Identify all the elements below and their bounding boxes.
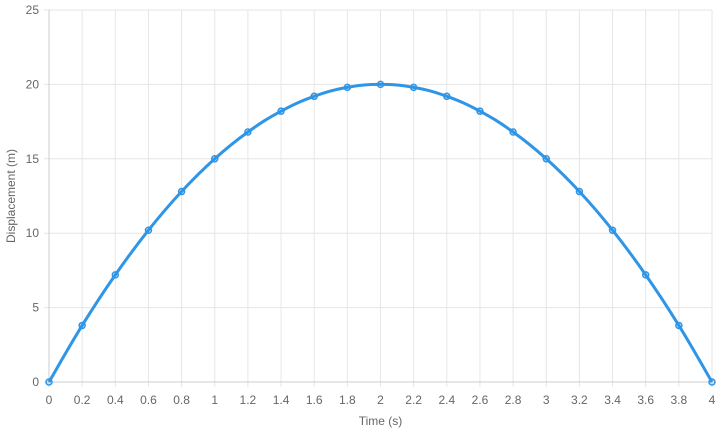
y-tick-label: 15 [26, 152, 40, 166]
data-point[interactable] [78, 321, 86, 330]
x-tick-label: 4 [709, 393, 716, 407]
data-point[interactable] [376, 80, 385, 89]
x-tick-label: 2 [377, 393, 384, 407]
y-axis-title: Displacement (m) [4, 149, 18, 243]
x-tick-label: 0.6 [140, 393, 157, 407]
data-point[interactable] [177, 187, 186, 196]
data-point[interactable] [575, 187, 584, 196]
x-tick-label: 2.6 [472, 393, 489, 407]
x-tick-label: 0.8 [173, 393, 190, 407]
data-point[interactable] [443, 92, 451, 101]
x-tick-label: 0.2 [74, 393, 91, 407]
data-point[interactable] [111, 271, 120, 279]
x-tick-label: 0.4 [107, 393, 124, 407]
data-point[interactable] [144, 226, 153, 234]
grid-lines [44, 9, 713, 387]
data-point[interactable] [409, 83, 418, 92]
tick-labels: 0 0.2 0.4 0.6 0.8 1 1.2 1.4 1.6 1.8 2 2.2 2.4 2.6 2.8 3… [26, 3, 716, 407]
y-tick-label: 25 [26, 3, 40, 17]
data-point[interactable] [608, 226, 617, 234]
x-tick-label: 3.2 [571, 393, 588, 407]
x-axis-title: Time (s) [359, 414, 403, 428]
x-tick-label: 1 [211, 393, 218, 407]
data-point[interactable] [277, 107, 285, 115]
x-tick-label: 2.8 [505, 393, 522, 407]
x-tick-label: 1.8 [339, 393, 356, 407]
x-tick-label: 1.2 [240, 393, 257, 407]
data-point[interactable] [310, 92, 318, 101]
data-point[interactable] [244, 128, 252, 136]
x-tick-label: 3.4 [604, 393, 621, 407]
data-point[interactable] [509, 128, 517, 136]
x-tick-label: 0 [46, 393, 53, 407]
axes [48, 10, 712, 383]
y-tick-label: 5 [32, 301, 39, 315]
data-point[interactable] [542, 155, 550, 163]
data-point[interactable] [343, 83, 352, 92]
x-tick-label: 2.4 [438, 393, 455, 407]
y-tick-label: 10 [26, 226, 40, 240]
y-tick-label: 0 [32, 375, 39, 389]
series-line [47, 82, 714, 383]
data-point[interactable] [476, 107, 484, 115]
y-tick-label: 20 [26, 77, 40, 91]
x-tick-label: 3 [543, 393, 550, 407]
x-tick-label: 1.6 [306, 393, 323, 407]
x-tick-label: 2.2 [405, 393, 422, 407]
series-layer [45, 80, 716, 386]
data-point[interactable] [675, 321, 683, 330]
x-tick-label: 1.4 [273, 393, 290, 407]
data-point[interactable] [708, 378, 716, 386]
data-point[interactable] [641, 271, 650, 279]
x-tick-label: 3.8 [671, 393, 688, 407]
data-point[interactable] [211, 155, 219, 163]
data-point[interactable] [45, 378, 53, 386]
x-tick-label: 3.6 [637, 393, 654, 407]
